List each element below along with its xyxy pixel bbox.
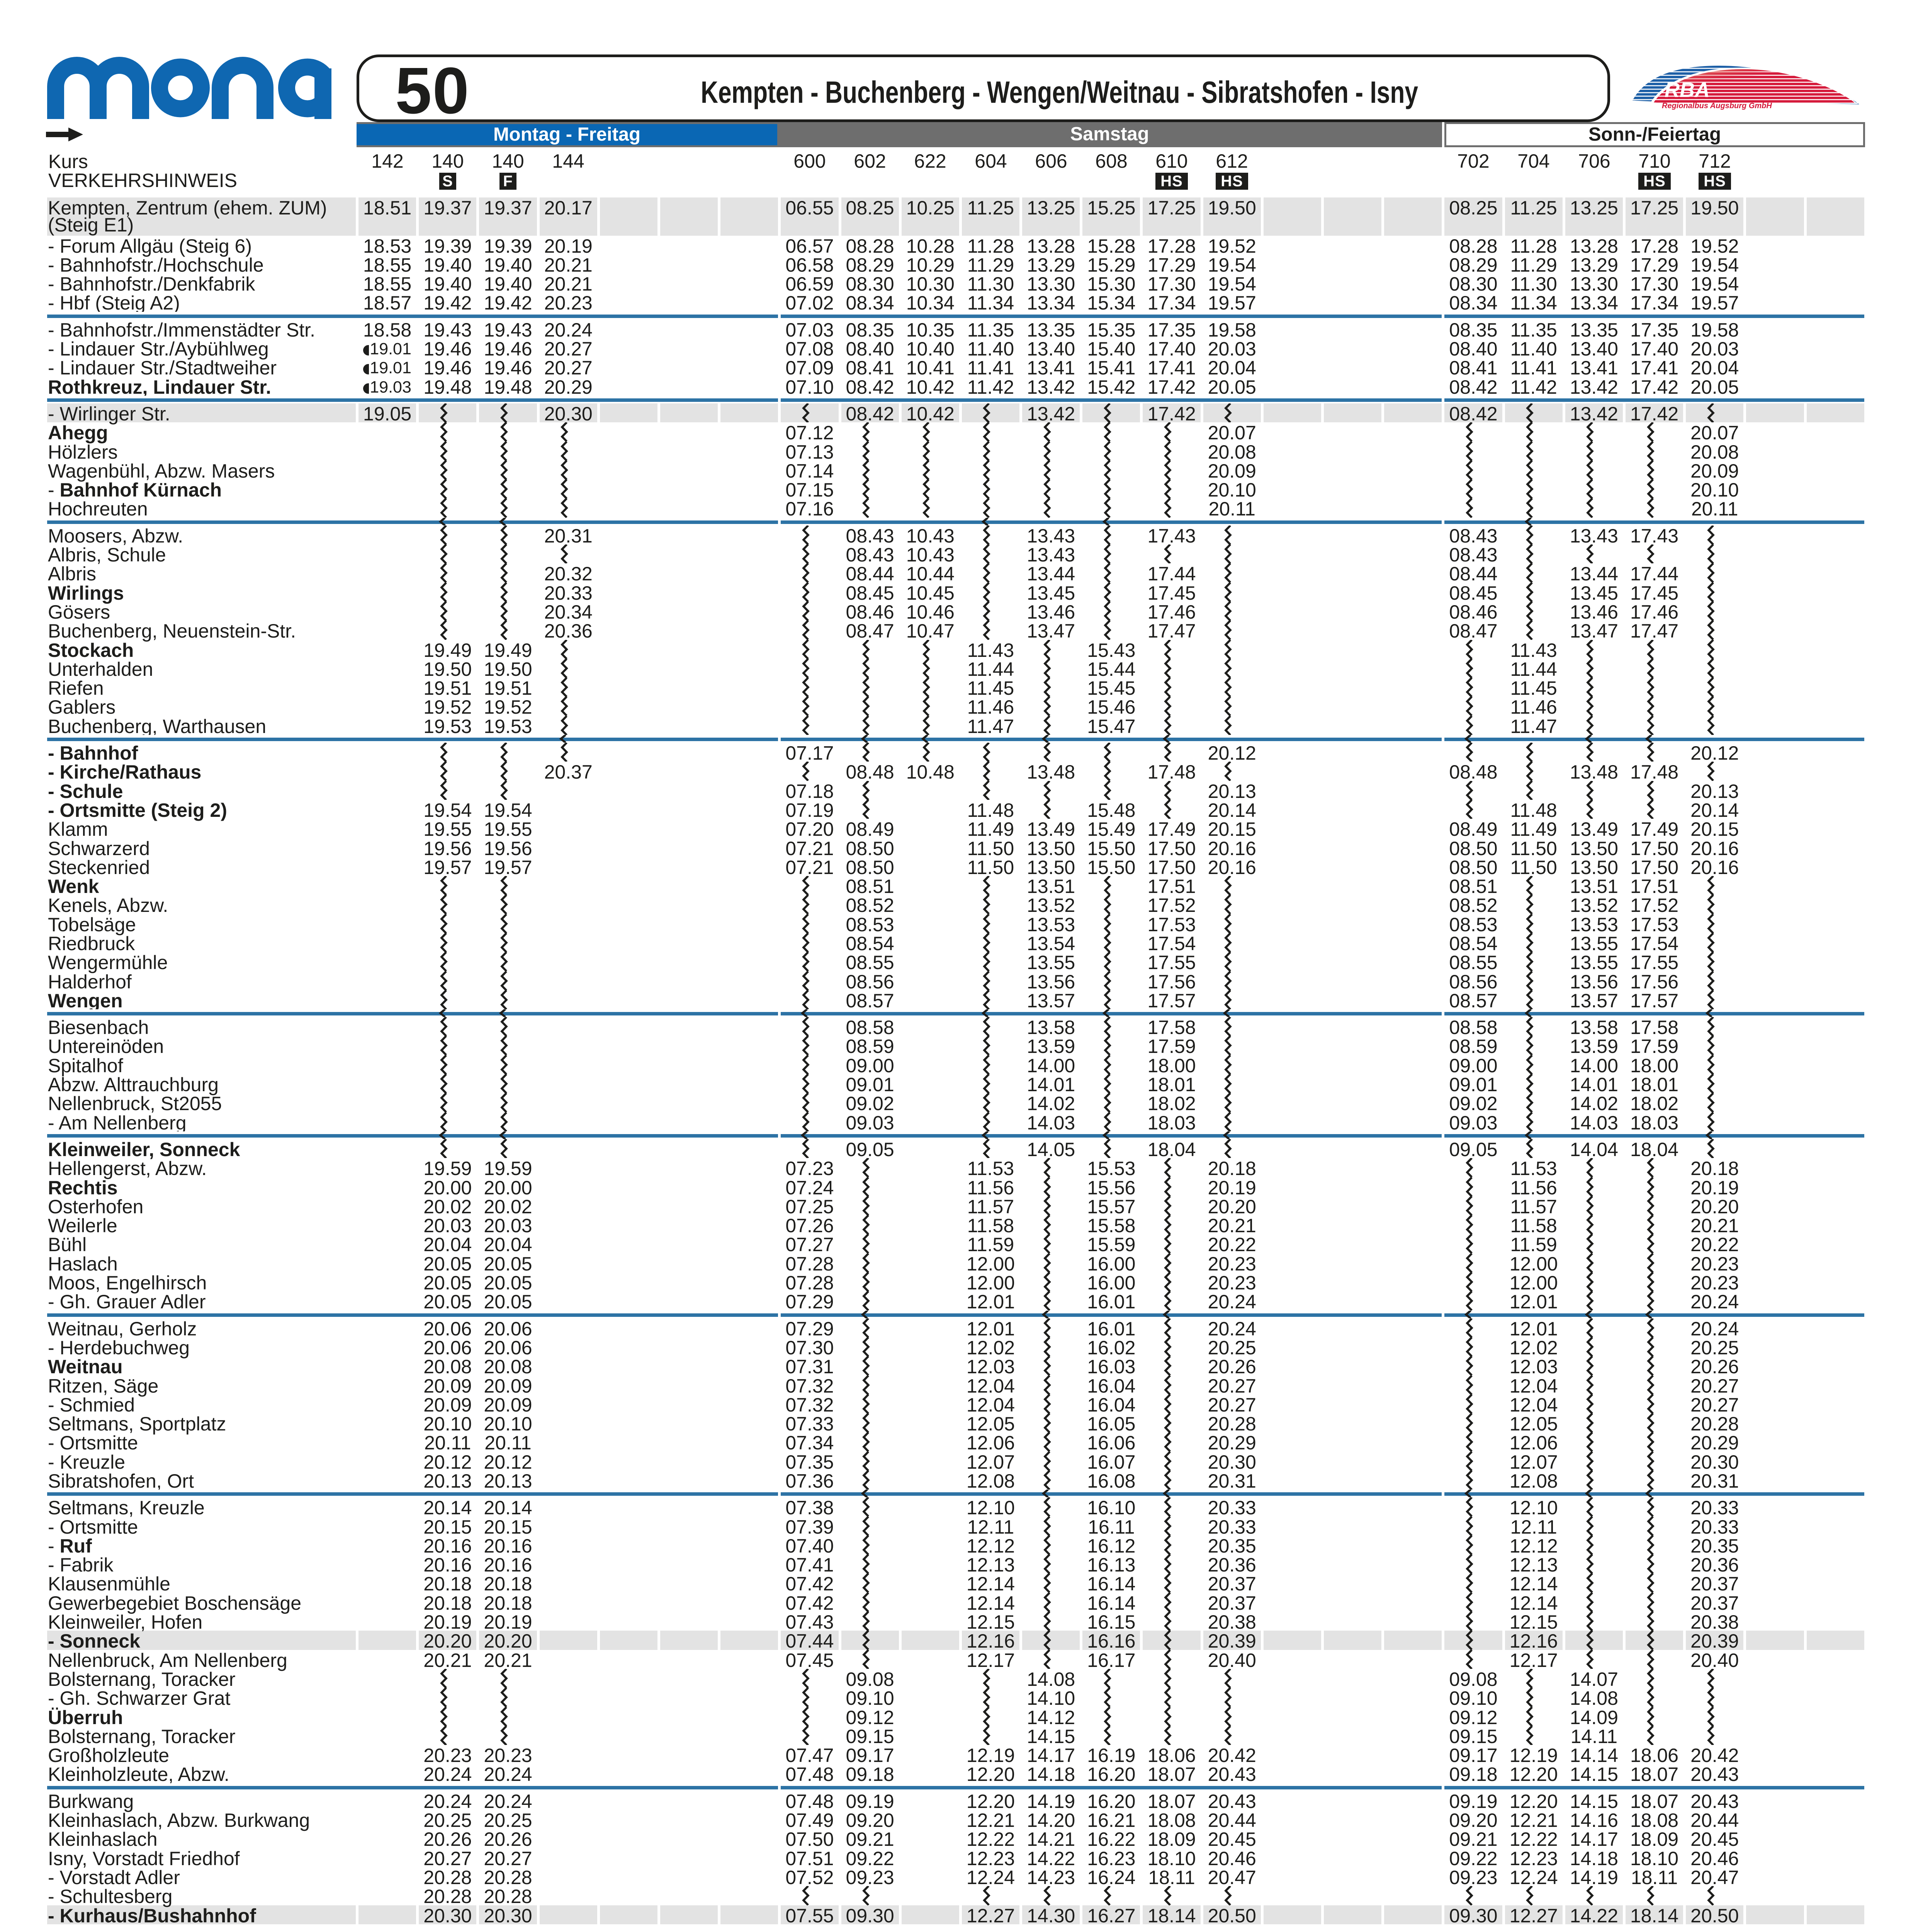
- svg-text:RBA: RBA: [1665, 78, 1710, 102]
